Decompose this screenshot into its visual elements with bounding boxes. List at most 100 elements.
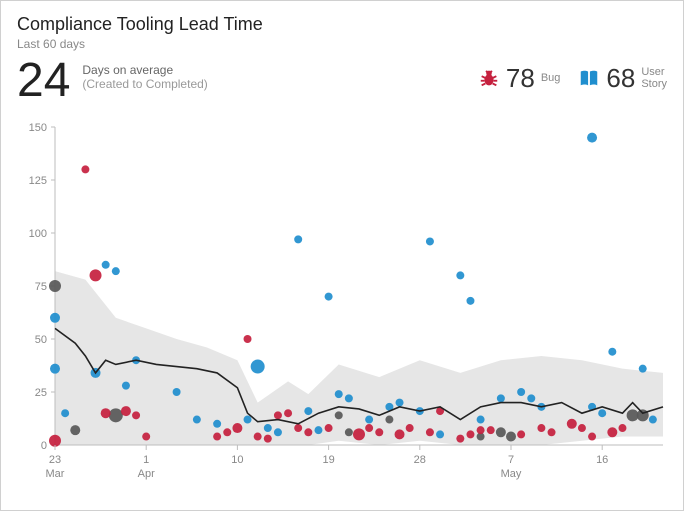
point-bug[interactable] — [49, 435, 61, 447]
point-other[interactable] — [496, 427, 506, 437]
point-story[interactable] — [649, 416, 657, 424]
point-bug[interactable] — [304, 428, 312, 436]
point-bug[interactable] — [274, 411, 282, 419]
point-story[interactable] — [193, 416, 201, 424]
legend-bug[interactable]: 78 Bug — [478, 65, 561, 91]
point-story[interactable] — [426, 237, 434, 245]
x-tick-label: 23 — [49, 454, 61, 466]
point-bug[interactable] — [618, 424, 626, 432]
point-other[interactable] — [385, 416, 393, 424]
x-tick-month: Apr — [138, 468, 155, 480]
point-bug[interactable] — [548, 428, 556, 436]
point-other[interactable] — [49, 280, 61, 292]
x-tick-label: 16 — [596, 454, 608, 466]
x-tick-label: 10 — [231, 454, 243, 466]
point-bug[interactable] — [517, 430, 525, 438]
point-bug[interactable] — [325, 424, 333, 432]
point-story[interactable] — [173, 388, 181, 396]
point-story[interactable] — [456, 271, 464, 279]
point-story[interactable] — [325, 293, 333, 301]
point-bug[interactable] — [395, 429, 405, 439]
point-story[interactable] — [213, 420, 221, 428]
point-bug[interactable] — [477, 426, 485, 434]
point-bug[interactable] — [244, 335, 252, 343]
point-bug[interactable] — [607, 427, 617, 437]
x-tick-month: Mar — [46, 468, 65, 480]
point-story[interactable] — [527, 394, 535, 402]
point-story[interactable] — [477, 416, 485, 424]
avg-days-sublabel: (Created to Completed) — [82, 77, 207, 91]
x-tick-label: 7 — [508, 454, 514, 466]
point-bug[interactable] — [466, 430, 474, 438]
point-other[interactable] — [345, 428, 353, 436]
point-bug[interactable] — [365, 424, 373, 432]
point-story[interactable] — [335, 390, 343, 398]
point-story[interactable] — [50, 313, 60, 323]
point-bug[interactable] — [254, 433, 262, 441]
point-story[interactable] — [122, 382, 130, 390]
point-story[interactable] — [436, 430, 444, 438]
lead-time-chart[interactable]: 025507510012515023Mar1Apr1019287May16 — [17, 121, 667, 498]
point-story[interactable] — [304, 407, 312, 415]
point-bug[interactable] — [487, 426, 495, 434]
point-bug[interactable] — [375, 428, 383, 436]
point-story[interactable] — [396, 399, 404, 407]
point-bug[interactable] — [284, 409, 292, 417]
point-bug[interactable] — [213, 433, 221, 441]
point-story[interactable] — [314, 426, 322, 434]
point-story[interactable] — [294, 235, 302, 243]
point-story[interactable] — [598, 409, 606, 417]
y-tick-label: 125 — [29, 175, 47, 187]
point-bug[interactable] — [132, 411, 140, 419]
legend-bug-label: Bug — [541, 72, 561, 84]
y-tick-label: 0 — [41, 440, 47, 452]
point-other[interactable] — [109, 408, 123, 422]
point-bug[interactable] — [101, 408, 111, 418]
point-story[interactable] — [274, 428, 282, 436]
legend-story-count: 68 — [606, 65, 635, 91]
point-story[interactable] — [244, 416, 252, 424]
point-bug[interactable] — [90, 269, 102, 281]
point-bug[interactable] — [353, 428, 365, 440]
point-bug[interactable] — [121, 406, 131, 416]
point-bug[interactable] — [578, 424, 586, 432]
point-bug[interactable] — [264, 435, 272, 443]
lead-time-card: Compliance Tooling Lead Time Last 60 day… — [0, 0, 684, 511]
point-bug[interactable] — [406, 424, 414, 432]
point-other[interactable] — [335, 411, 343, 419]
y-tick-label: 75 — [35, 281, 47, 293]
point-other[interactable] — [70, 425, 80, 435]
point-bug[interactable] — [567, 419, 577, 429]
point-bug[interactable] — [232, 423, 242, 433]
point-story[interactable] — [365, 416, 373, 424]
point-bug[interactable] — [294, 424, 302, 432]
x-tick-month: May — [501, 468, 522, 480]
point-story[interactable] — [112, 267, 120, 275]
point-story[interactable] — [251, 360, 265, 374]
point-story[interactable] — [345, 394, 353, 402]
point-story[interactable] — [102, 261, 110, 269]
point-bug[interactable] — [81, 165, 89, 173]
point-story[interactable] — [587, 133, 597, 143]
legend-user-story[interactable]: 68 User Story — [578, 65, 667, 91]
point-story[interactable] — [608, 348, 616, 356]
x-tick-label: 1 — [143, 454, 149, 466]
point-story[interactable] — [61, 409, 69, 417]
point-story[interactable] — [497, 394, 505, 402]
point-other[interactable] — [506, 432, 516, 442]
avg-days-label: Days on average — [82, 63, 207, 77]
legend-bug-count: 78 — [506, 65, 535, 91]
point-story[interactable] — [264, 424, 272, 432]
legend: 78 Bug 68 User Story — [478, 57, 667, 91]
point-story[interactable] — [639, 365, 647, 373]
point-story[interactable] — [466, 297, 474, 305]
point-story[interactable] — [50, 364, 60, 374]
header-row: 24 Days on average (Created to Completed… — [17, 57, 667, 105]
point-bug[interactable] — [588, 433, 596, 441]
point-bug[interactable] — [426, 428, 434, 436]
point-bug[interactable] — [537, 424, 545, 432]
point-story[interactable] — [517, 388, 525, 396]
point-bug[interactable] — [142, 433, 150, 441]
point-bug[interactable] — [223, 428, 231, 436]
point-bug[interactable] — [456, 435, 464, 443]
